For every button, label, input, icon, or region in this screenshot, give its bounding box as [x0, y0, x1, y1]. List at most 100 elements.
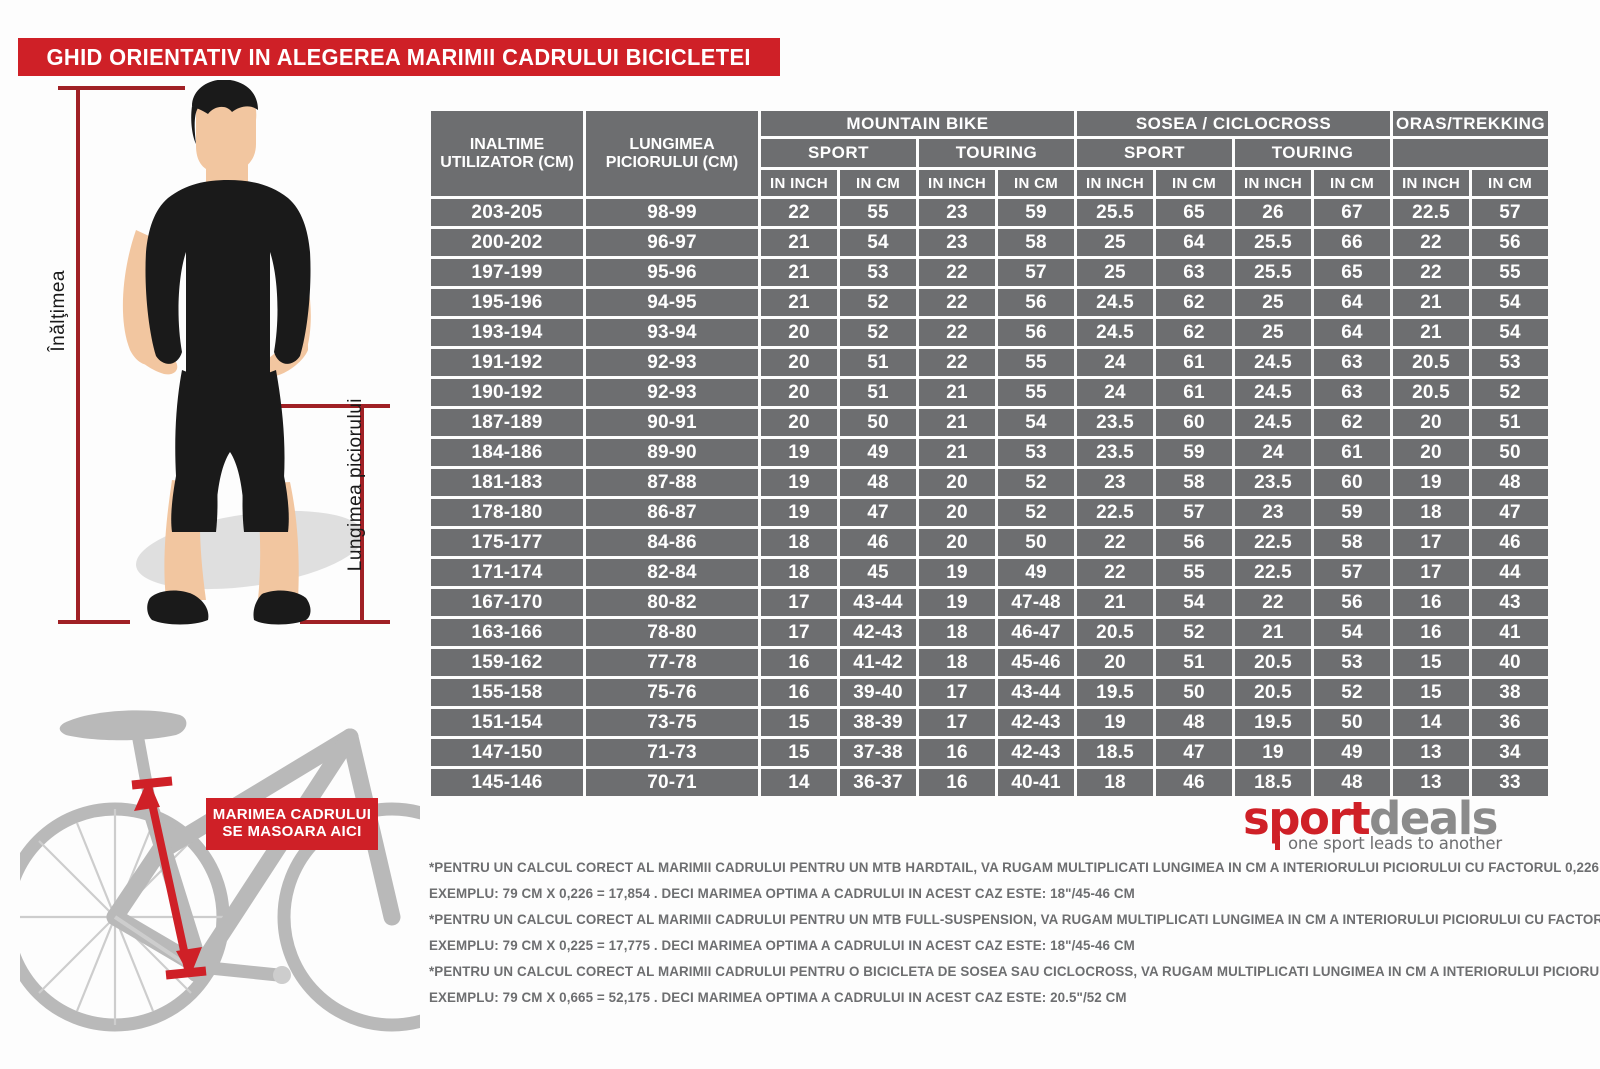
cell-road-sport-cm: 55: [1156, 559, 1232, 586]
cell-trekking-cm: 56: [1472, 229, 1549, 256]
cell-mtb-sport-cm: 47: [840, 499, 916, 526]
cell-road-sport-inch: 24.5: [1077, 319, 1153, 346]
down-tube: [191, 728, 359, 976]
cell-inseam-range: 92-93: [586, 379, 758, 406]
cell-road-sport-cm: 63: [1156, 259, 1232, 286]
cell-mtb-touring-cm: 43-44: [998, 679, 1074, 706]
table-row: 155-158 75-76 16 39-40 17 43-44 19.5 50 20.5 52 15…: [431, 679, 1549, 706]
cell-road-touring-cm: 52: [1314, 679, 1391, 706]
cell-trekking-inch: 14: [1393, 709, 1470, 736]
cell-trekking-cm: 43: [1472, 589, 1549, 616]
cell-road-touring-cm: 50: [1314, 709, 1391, 736]
cell-trekking-inch: 16: [1393, 619, 1470, 646]
unit-mtb-touring-cm: IN CM: [998, 170, 1074, 196]
cell-road-sport-inch: 25: [1077, 259, 1153, 286]
cell-road-sport-cm: 51: [1156, 649, 1232, 676]
footnote-line: EXEMPLU: 79 CM X 0,226 = 17,854 . DECI M…: [429, 885, 1135, 901]
cell-road-sport-inch: 24.5: [1077, 289, 1153, 316]
cell-trekking-cm: 57: [1472, 199, 1549, 226]
cell-mtb-sport-cm: 38-39: [840, 709, 916, 736]
table-body: 203-205 98-99 22 55 23 59 25.5 65 26 67 22.5 57 200-…: [431, 199, 1549, 796]
cell-height-range: 175-177: [431, 529, 583, 556]
cell-mtb-sport-inch: 16: [761, 649, 837, 676]
cell-road-sport-inch: 23.5: [1077, 439, 1153, 466]
brand-logo: sportdeals one sport leads to another: [1243, 796, 1543, 858]
cell-mtb-touring-cm: 50: [998, 529, 1074, 556]
cell-mtb-touring-cm: 56: [998, 319, 1074, 346]
cell-trekking-cm: 52: [1472, 379, 1549, 406]
logo-tagline: one sport leads to another: [1288, 834, 1502, 853]
cell-road-touring-inch: 24.5: [1235, 349, 1311, 376]
cell-road-sport-inch: 18.5: [1077, 739, 1153, 766]
cell-trekking-cm: 50: [1472, 439, 1549, 466]
cell-trekking-inch: 21: [1393, 319, 1470, 346]
cell-height-range: 163-166: [431, 619, 583, 646]
cell-road-touring-cm: 61: [1314, 439, 1391, 466]
table-row: 187-189 90-91 20 50 21 54 23.5 60 24.5 62 20 51: [431, 409, 1549, 436]
cell-road-sport-cm: 64: [1156, 229, 1232, 256]
cell-mtb-sport-cm: 41-42: [840, 649, 916, 676]
footnote-line: EXEMPLU: 79 CM X 0,665 = 52,175 . DECI M…: [429, 989, 1127, 1005]
logo-wordmark: sportdeals: [1243, 796, 1543, 841]
cell-inseam-range: 98-99: [586, 199, 758, 226]
cell-road-touring-cm: 63: [1314, 349, 1391, 376]
cell-road-touring-cm: 49: [1314, 739, 1391, 766]
cell-height-range: 187-189: [431, 409, 583, 436]
cell-trekking-inch: 13: [1393, 769, 1470, 796]
cell-road-touring-inch: 21: [1235, 619, 1311, 646]
cell-mtb-sport-inch: 17: [761, 619, 837, 646]
cell-mtb-touring-inch: 23: [919, 229, 995, 256]
cell-mtb-sport-cm: 37-38: [840, 739, 916, 766]
cell-mtb-touring-cm: 57: [998, 259, 1074, 286]
header-height-line1: INALTIME: [469, 135, 545, 153]
cell-road-sport-inch: 24: [1077, 379, 1153, 406]
frame-size-arrow: [131, 776, 207, 980]
page-title-banner: GHID ORIENTATIV IN ALEGEREA MARIMII CADR…: [18, 38, 780, 76]
height-axis-label: Înălţimea: [48, 270, 69, 352]
cell-mtb-sport-inch: 20: [761, 409, 837, 436]
cell-height-range: 195-196: [431, 289, 583, 316]
saddle: [59, 710, 187, 741]
cell-trekking-inch: 22: [1393, 259, 1470, 286]
cell-mtb-sport-cm: 54: [840, 229, 916, 256]
cell-road-sport-inch: 22: [1077, 529, 1153, 556]
table-row: 181-183 87-88 19 48 20 52 23 58 23.5 60 19 48: [431, 469, 1549, 496]
category-header-row: INALTIME UTILIZATOR (CM) LUNGIMEA PICIOR…: [431, 111, 1549, 196]
header-inseam-cell: LUNGIMEA PICIORULUI (CM): [586, 111, 758, 196]
cell-inseam-range: 86-87: [586, 499, 758, 526]
unit-road-touring-cm: IN CM: [1314, 170, 1391, 196]
cell-mtb-sport-inch: 21: [761, 289, 837, 316]
callout-line-2: SE MASOARA AICI: [222, 823, 362, 840]
cell-mtb-sport-inch: 21: [761, 259, 837, 286]
cell-height-range: 171-174: [431, 559, 583, 586]
cell-mtb-sport-inch: 19: [761, 469, 837, 496]
cell-road-sport-cm: 58: [1156, 469, 1232, 496]
cell-mtb-touring-inch: 16: [919, 739, 995, 766]
cell-road-sport-cm: 50: [1156, 679, 1232, 706]
cell-road-sport-cm: 48: [1156, 709, 1232, 736]
cell-inseam-range: 75-76: [586, 679, 758, 706]
cell-road-sport-inch: 23: [1077, 469, 1153, 496]
cell-height-range: 197-199: [431, 259, 583, 286]
cell-trekking-inch: 13: [1393, 739, 1470, 766]
cell-road-sport-cm: 52: [1156, 619, 1232, 646]
cell-road-touring-inch: 19.5: [1235, 709, 1311, 736]
cell-road-touring-cm: 53: [1314, 649, 1391, 676]
logo-word-deals: deals: [1369, 792, 1498, 845]
cell-road-touring-inch: 20.5: [1235, 679, 1311, 706]
cell-mtb-touring-inch: 18: [919, 619, 995, 646]
unit-header-row: IN INCH IN CM IN INCH IN CM IN INCH IN C…: [431, 170, 1549, 196]
cell-inseam-range: 90-91: [586, 409, 758, 436]
cell-inseam-range: 80-82: [586, 589, 758, 616]
top-tube: [154, 728, 359, 859]
cell-road-touring-inch: 22.5: [1235, 529, 1311, 556]
cell-road-touring-cm: 48: [1314, 769, 1391, 796]
cell-road-touring-inch: 24.5: [1235, 379, 1311, 406]
subcat-mtb-touring: TOURING: [919, 139, 1074, 167]
cell-mtb-sport-inch: 19: [761, 439, 837, 466]
cell-road-touring-inch: 26: [1235, 199, 1311, 226]
bicycle-frame-illustration: [0, 645, 507, 1045]
cell-mtb-sport-cm: 49: [840, 439, 916, 466]
cell-road-touring-inch: 20.5: [1235, 649, 1311, 676]
cell-road-sport-inch: 21: [1077, 589, 1153, 616]
